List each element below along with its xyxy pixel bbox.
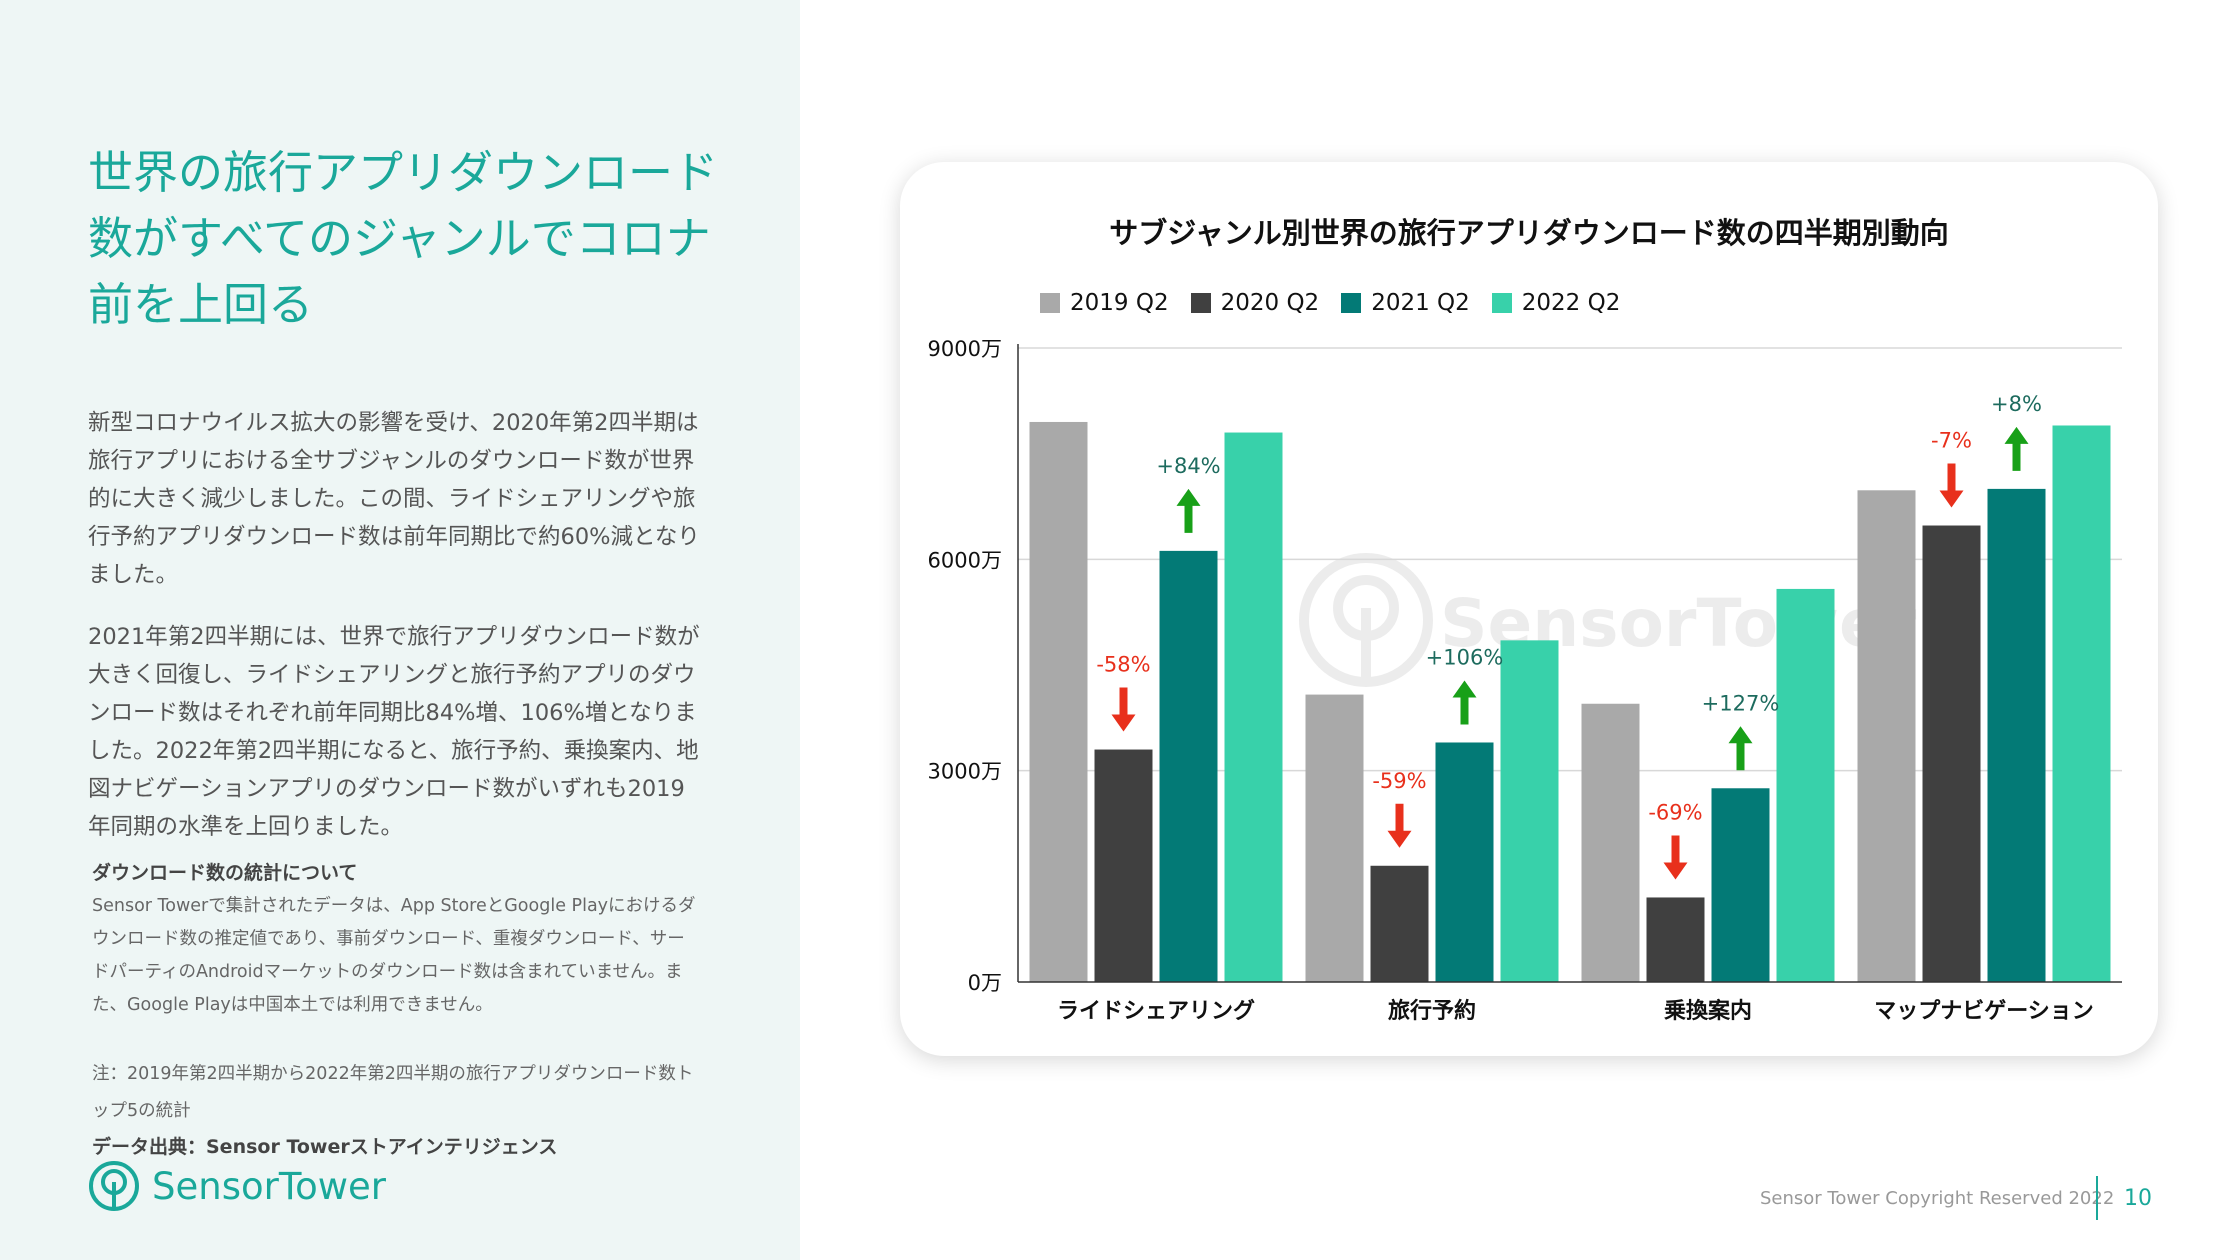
bar: [1305, 694, 1364, 982]
bar: [1370, 865, 1429, 982]
sensor-tower-logo: SensorTower: [88, 1158, 386, 1214]
logo-wordmark: SensorTower: [152, 1164, 387, 1208]
legend-swatch: [1190, 293, 1211, 313]
legend-label: 2022 Q2: [1521, 290, 1621, 316]
down-arrow-icon: [1387, 803, 1412, 848]
data-source: データ出典：Sensor Towerストアインテリジェンス: [92, 1136, 558, 1158]
bar: [1500, 640, 1559, 982]
bar: [2052, 425, 2111, 982]
legend-item: 2020 Q2: [1190, 290, 1320, 316]
summary-paragraph-2: 2021年第2四半期には、世界で旅行アプリダウンロード数が大きく回復し、ライドシ…: [88, 624, 700, 840]
bar: [1987, 488, 2046, 982]
legend-swatch: [1341, 293, 1362, 313]
bar: [1857, 490, 1916, 982]
change-label: +106%: [1426, 645, 1504, 669]
up-arrow-icon: [1176, 488, 1201, 533]
x-tick-label: ライドシェアリング: [1057, 998, 1255, 1024]
x-tick-label: マップナビゲーション: [1874, 999, 2094, 1024]
bar: [1159, 550, 1218, 982]
legend-swatch: [1040, 293, 1060, 313]
y-tick-label: 3000万: [928, 760, 1002, 784]
page-headline: 世界の旅行アプリダウンロード数がすべてのジャンルでコロナ前を上回る: [88, 146, 719, 331]
y-tick-label: 0万: [968, 971, 1002, 995]
bar: [1435, 742, 1494, 982]
footnote: 注：2019年第2四半期から2022年第2四半期の旅行アプリダウンロード数トップ…: [92, 1064, 694, 1121]
y-tick-label: 6000万: [928, 548, 1002, 572]
bar: [1094, 749, 1153, 982]
left-panel: 世界の旅行アプリダウンロード数がすべてのジャンルでコロナ前を上回る 新型コロナウ…: [0, 0, 800, 1260]
bar-chart: SensorTower -58% +84% -59% +106% -69% +127% -7…: [928, 337, 2122, 1024]
sensor-tower-logo-icon: [89, 1161, 139, 1211]
change-label: +8%: [1991, 392, 2042, 416]
chart-title: サブジャンル別世界の旅行アプリダウンロード数の四半期別動向: [1109, 216, 1949, 250]
watermark: SensorTower: [1299, 553, 1917, 687]
legend-label: 2021 Q2: [1371, 290, 1470, 316]
chart-legend: 2019 Q2 2020 Q2 2021 Q2 2022 Q2: [1040, 290, 1620, 316]
up-arrow-icon: [2004, 426, 2029, 471]
bar: [1224, 432, 1283, 982]
bar: [1922, 525, 1981, 982]
bar: [1029, 421, 1088, 982]
change-label: +84%: [1156, 454, 1220, 478]
legend-item: 2019 Q2: [1040, 290, 1169, 316]
up-arrow-icon: [1452, 680, 1477, 725]
bar: [1711, 788, 1770, 982]
x-tick-label: 乗換案内: [1664, 998, 1752, 1024]
change-label: +127%: [1702, 691, 1780, 715]
footer-divider: [2096, 1176, 2098, 1220]
change-annotations: -58% +84% -59% +106% -69% +127% -7% +8%: [1096, 392, 2042, 880]
legend-label: 2019 Q2: [1070, 290, 1169, 316]
note-body: Sensor Towerで集計されたデータは、App StoreとGoogle …: [92, 896, 696, 1015]
bar: [1581, 703, 1640, 982]
bar: [1646, 897, 1705, 982]
change-label: -69%: [1648, 800, 1702, 824]
note-heading: ダウンロード数の統計について: [92, 862, 358, 884]
x-tick-label: 旅行予約: [1388, 998, 1476, 1024]
change-label: -58%: [1096, 653, 1150, 677]
page-number: 10: [2124, 1186, 2152, 1211]
bar: [1776, 588, 1835, 982]
up-arrow-icon: [1728, 726, 1753, 771]
chart-card: SensorTower -58% +84% -59% +106% -69% +127% -7…: [900, 162, 2158, 1056]
legend-swatch: [1491, 293, 1512, 313]
summary-paragraph-1: 新型コロナウイルス拡大の影響を受け、2020年第2四半期は旅行アプリにおける全サ…: [88, 410, 700, 588]
legend-label: 2020 Q2: [1220, 290, 1320, 316]
y-tick-label: 9000万: [928, 337, 1002, 361]
down-arrow-icon: [1111, 687, 1136, 732]
legend-item: 2021 Q2: [1341, 290, 1470, 316]
bars: [1029, 421, 2111, 982]
change-label: -59%: [1372, 769, 1426, 793]
down-arrow-icon: [1663, 835, 1688, 880]
copyright-text: Sensor Tower Copyright Reserved 2022: [1760, 1188, 2115, 1209]
legend-item: 2022 Q2: [1491, 290, 1621, 316]
down-arrow-icon: [1939, 463, 1964, 508]
change-label: -7%: [1931, 429, 1972, 453]
